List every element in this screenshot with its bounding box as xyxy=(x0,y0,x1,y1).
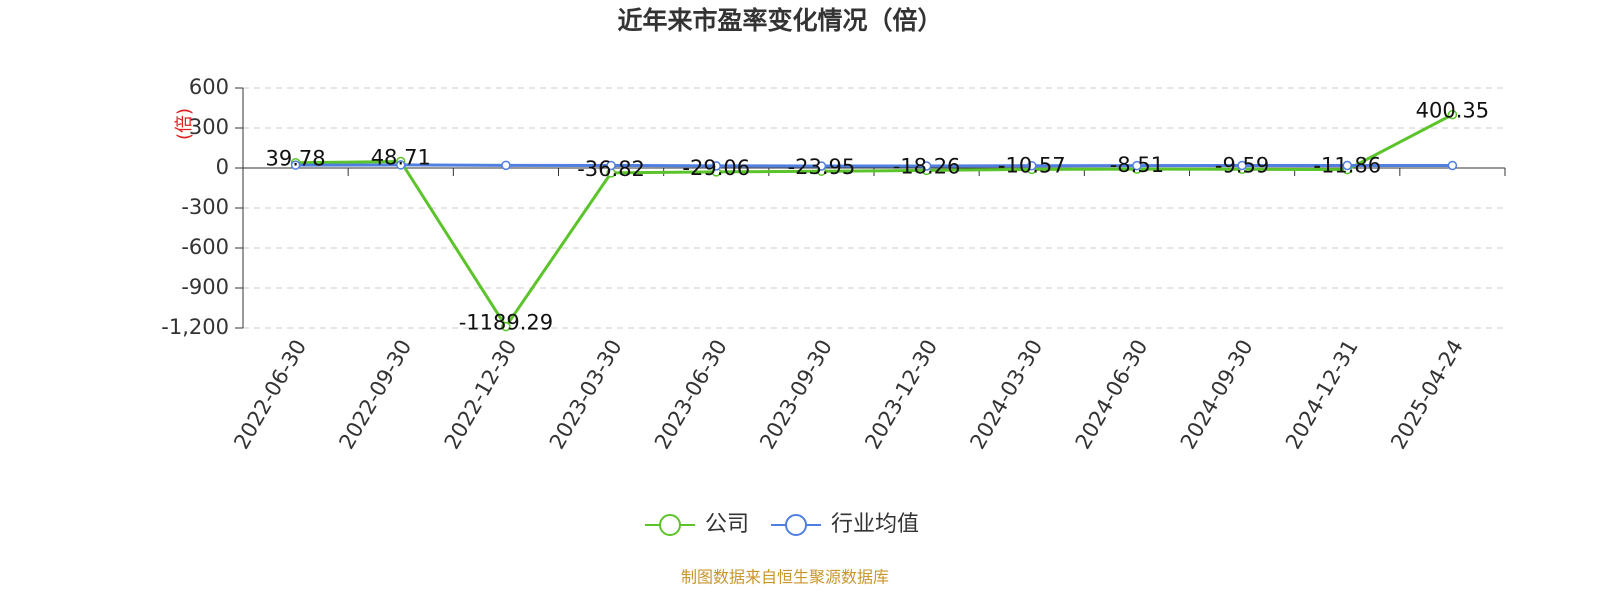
legend-label: 公司 xyxy=(705,512,749,537)
data-point xyxy=(501,160,511,171)
x-tick-label: 2023-12-30 xyxy=(860,336,942,454)
x-tick-label: 2022-06-30 xyxy=(229,336,311,454)
data-point xyxy=(921,161,932,171)
x-tick-label: 2024-06-30 xyxy=(1071,336,1153,454)
x-tick-label: 2023-09-30 xyxy=(755,336,837,454)
source-note: 制图数据来自恒生聚源数据库 xyxy=(681,568,889,587)
x-tick-label: 2023-06-30 xyxy=(650,336,732,454)
data-point xyxy=(1342,160,1352,171)
y-tick-label: -300 xyxy=(181,195,229,219)
y-tick-label: -600 xyxy=(181,235,229,259)
data-label: -8.51 xyxy=(1110,153,1164,177)
x-tick-label: 2024-09-30 xyxy=(1176,336,1258,454)
data-label: -1189.29 xyxy=(459,311,553,335)
data-point xyxy=(711,161,721,171)
data-point xyxy=(816,161,827,171)
data-point xyxy=(606,160,616,171)
series-line xyxy=(295,113,1454,330)
x-tick-label: 2024-12-31 xyxy=(1281,336,1363,454)
y-tick-label: -900 xyxy=(181,275,229,299)
data-label: -36.82 xyxy=(577,157,645,181)
y-tick-label: 600 xyxy=(189,75,229,99)
data-label: -29.06 xyxy=(682,156,750,180)
data-point xyxy=(1447,160,1458,171)
data-label: -23.95 xyxy=(788,155,856,179)
data-point xyxy=(501,321,511,332)
y-tick-label: -1,200 xyxy=(161,315,229,339)
data-point xyxy=(396,160,406,170)
data-label: -11.86 xyxy=(1313,154,1381,178)
chart-title: 近年来市盈率变化情况（倍） xyxy=(617,6,942,35)
x-tick-label: 2023-03-30 xyxy=(545,336,627,454)
legend-marker xyxy=(785,514,808,536)
x-tick-label: 2022-09-30 xyxy=(334,336,416,454)
data-point xyxy=(1132,160,1142,171)
x-tick-label: 2024-03-30 xyxy=(965,336,1047,454)
data-point xyxy=(290,160,301,170)
x-tick-label: 2022-12-30 xyxy=(440,336,522,454)
data-label: -9.59 xyxy=(1215,153,1269,177)
data-label: -18.26 xyxy=(893,154,961,178)
x-tick-label: 2025-04-24 xyxy=(1386,336,1468,454)
legend-marker xyxy=(659,514,681,536)
data-label: 48.71 xyxy=(371,146,431,170)
data-label: 400.35 xyxy=(1416,99,1489,123)
data-label: 39.78 xyxy=(266,147,326,171)
data-label: -10.57 xyxy=(998,153,1066,177)
data-point xyxy=(1237,160,1247,171)
y-tick-label: 300 xyxy=(189,115,229,139)
legend-label: 行业均值 xyxy=(831,512,919,537)
data-point xyxy=(1027,160,1037,171)
series-line xyxy=(295,163,1453,168)
data-point xyxy=(1447,109,1458,120)
y-axis-label: (倍) xyxy=(174,108,195,140)
y-tick-label: 0 xyxy=(216,155,229,179)
